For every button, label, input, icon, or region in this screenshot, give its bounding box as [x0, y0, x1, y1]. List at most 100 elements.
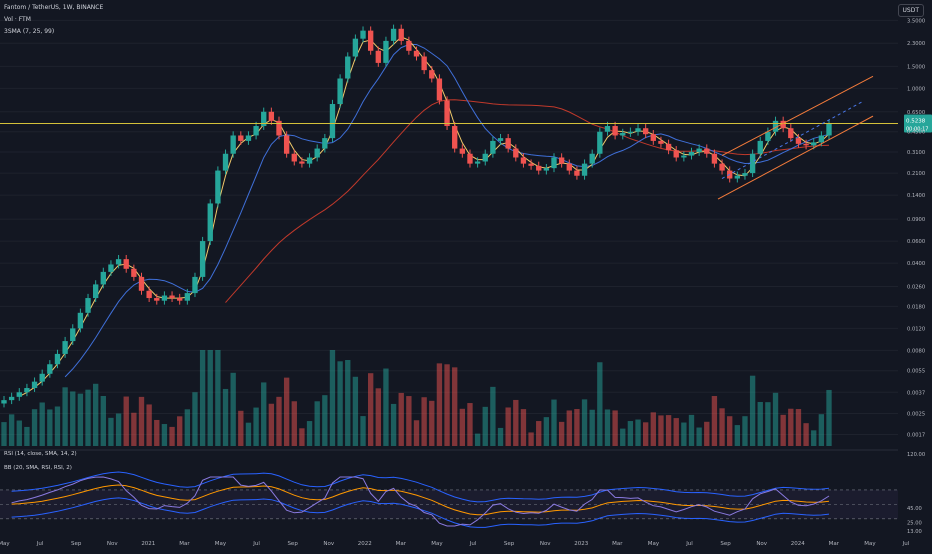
candle[interactable] [276, 120, 282, 136]
candle[interactable] [627, 131, 634, 133]
candle[interactable] [551, 157, 557, 169]
candle[interactable] [734, 175, 741, 179]
candle[interactable] [1, 400, 7, 404]
candle[interactable] [681, 155, 687, 158]
candle[interactable] [322, 138, 328, 149]
candle[interactable] [513, 148, 519, 158]
candle[interactable] [711, 153, 718, 164]
candle[interactable] [146, 290, 152, 299]
candle[interactable] [77, 312, 84, 329]
candle[interactable] [108, 264, 114, 272]
candle[interactable] [39, 373, 45, 382]
candle[interactable] [688, 151, 695, 156]
candle[interactable] [329, 104, 336, 139]
candle[interactable] [658, 140, 664, 144]
candle[interactable] [528, 163, 534, 166]
candle[interactable] [520, 157, 527, 164]
candle[interactable] [826, 123, 832, 136]
candle[interactable] [474, 161, 481, 164]
candle[interactable] [54, 353, 61, 365]
candle[interactable] [268, 111, 275, 121]
candle[interactable] [436, 78, 443, 101]
candle[interactable] [757, 140, 763, 154]
candle[interactable] [261, 111, 267, 127]
candle[interactable] [8, 396, 15, 401]
candle[interactable] [92, 284, 99, 299]
candle[interactable] [536, 165, 542, 171]
candle[interactable] [589, 153, 595, 164]
candle[interactable] [429, 70, 435, 79]
candle[interactable] [704, 148, 710, 154]
candle[interactable] [604, 126, 611, 132]
candle[interactable] [665, 143, 672, 151]
candle[interactable] [406, 40, 412, 51]
candle[interactable] [490, 140, 496, 154]
candle[interactable] [459, 148, 466, 154]
candle[interactable] [566, 163, 572, 171]
candle[interactable] [497, 138, 504, 141]
candle[interactable] [421, 56, 427, 71]
candle[interactable] [818, 135, 825, 143]
candle[interactable] [413, 50, 420, 57]
candle[interactable] [222, 153, 229, 171]
candle[interactable] [742, 173, 748, 176]
candle[interactable] [161, 295, 168, 301]
candle[interactable] [452, 126, 458, 149]
candle[interactable] [367, 30, 374, 51]
candle[interactable] [749, 153, 756, 174]
candle[interactable] [199, 241, 206, 277]
candle[interactable] [24, 388, 30, 393]
candle[interactable] [360, 30, 366, 39]
candle[interactable] [505, 138, 511, 149]
candle[interactable] [184, 293, 191, 301]
candle[interactable] [612, 126, 618, 136]
candle[interactable] [650, 134, 656, 141]
candle[interactable] [597, 131, 603, 154]
candle[interactable] [803, 143, 809, 146]
candle[interactable] [47, 364, 53, 374]
candle[interactable] [719, 163, 725, 171]
candle[interactable] [543, 168, 550, 171]
candle[interactable] [238, 135, 244, 141]
currency-button[interactable]: USDT [897, 4, 924, 17]
candle[interactable] [192, 276, 198, 294]
candle[interactable] [383, 40, 389, 63]
candle[interactable] [375, 50, 381, 63]
candle[interactable] [788, 128, 794, 139]
candle[interactable] [390, 28, 397, 41]
candle[interactable] [100, 271, 106, 285]
candle[interactable] [230, 135, 236, 154]
candle[interactable] [696, 148, 702, 152]
candle[interactable] [673, 150, 679, 158]
candle[interactable] [138, 276, 145, 291]
candle[interactable] [253, 126, 259, 136]
candle[interactable] [398, 28, 404, 41]
candle[interactable] [795, 138, 802, 144]
candle[interactable] [115, 259, 122, 265]
candle[interactable] [467, 153, 473, 164]
candle[interactable] [444, 100, 450, 127]
candle[interactable] [581, 163, 588, 176]
candle[interactable] [811, 142, 817, 146]
candle[interactable] [31, 381, 38, 389]
candle[interactable] [306, 157, 313, 164]
candle[interactable] [177, 298, 183, 301]
candle[interactable] [16, 392, 22, 397]
candle[interactable] [123, 259, 129, 269]
candle[interactable] [772, 120, 779, 132]
candle[interactable] [291, 153, 297, 162]
candle[interactable] [131, 268, 137, 277]
candle[interactable] [620, 132, 626, 136]
candle[interactable] [765, 131, 771, 141]
candle[interactable] [314, 148, 320, 158]
candle[interactable] [62, 341, 68, 354]
candle[interactable] [345, 56, 351, 79]
candle[interactable] [574, 170, 580, 176]
candle[interactable] [352, 38, 359, 57]
candle[interactable] [154, 298, 160, 301]
candle[interactable] [70, 328, 76, 342]
candle[interactable] [780, 120, 786, 129]
candle[interactable] [207, 203, 213, 242]
